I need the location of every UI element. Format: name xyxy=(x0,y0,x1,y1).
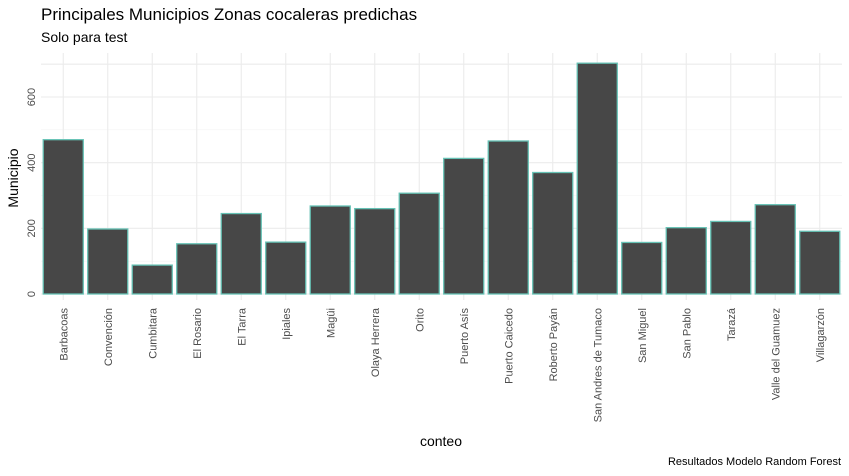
x-tick-label: Olaya Herrera xyxy=(370,307,382,377)
x-tick-label: Puerto Asís xyxy=(459,308,471,365)
x-tick-label: San Miguel xyxy=(637,308,649,363)
bar xyxy=(665,227,707,295)
chart-subtitle: Solo para test xyxy=(41,29,128,45)
bar xyxy=(176,243,218,295)
x-tick-label: San Pablo xyxy=(681,308,693,359)
bar xyxy=(354,207,396,295)
y-axis-title: Municipio xyxy=(5,148,21,207)
bar xyxy=(710,220,752,295)
bar xyxy=(487,140,529,295)
x-tick-label: Tarazá xyxy=(726,307,738,341)
x-tick-label: Barbacoas xyxy=(58,308,70,361)
bar xyxy=(398,192,440,295)
x-tick-label: Roberto Payán xyxy=(548,308,560,381)
y-tick-label: 400 xyxy=(26,153,38,171)
bar xyxy=(754,204,796,295)
bar xyxy=(265,241,307,295)
bar xyxy=(309,205,351,295)
x-tick-label: Orito xyxy=(414,308,426,332)
bar xyxy=(621,241,663,295)
bar xyxy=(220,212,262,295)
bar xyxy=(131,264,173,295)
chart-title: Principales Municipios Zonas cocaleras p… xyxy=(41,5,418,24)
x-tick-label: Puerto Caicedo xyxy=(503,308,515,384)
bar xyxy=(799,230,841,295)
chart-caption: Resultados Modelo Random Forest xyxy=(667,456,841,468)
x-tick-label: El Rosario xyxy=(192,308,204,359)
bar xyxy=(576,62,618,295)
x-axis-ticks: Barbacoas Convención Cumbitara El Rosario El… xyxy=(58,307,827,422)
bar xyxy=(443,157,485,295)
x-axis-title: conteo xyxy=(420,433,462,449)
y-tick-label: 200 xyxy=(26,219,38,237)
x-tick-label: San Andres de Tumaco xyxy=(592,308,604,422)
x-tick-label: Convención xyxy=(103,308,115,366)
bar xyxy=(42,139,84,295)
y-tick-label: 600 xyxy=(26,88,38,106)
x-tick-label: Magüi xyxy=(325,308,337,338)
bars xyxy=(42,62,841,295)
y-axis-ticks: 0 200 400 600 xyxy=(26,88,38,297)
y-tick-label: 0 xyxy=(26,291,38,297)
bar xyxy=(532,171,574,295)
bar xyxy=(87,228,129,295)
x-tick-label: Ipiales xyxy=(281,308,293,340)
x-tick-label: Cumbitara xyxy=(147,307,159,359)
x-tick-label: Villagarzón xyxy=(815,308,827,362)
x-tick-label: El Tarra xyxy=(236,307,248,346)
x-tick-label: Valle del Guamuez xyxy=(770,308,782,400)
